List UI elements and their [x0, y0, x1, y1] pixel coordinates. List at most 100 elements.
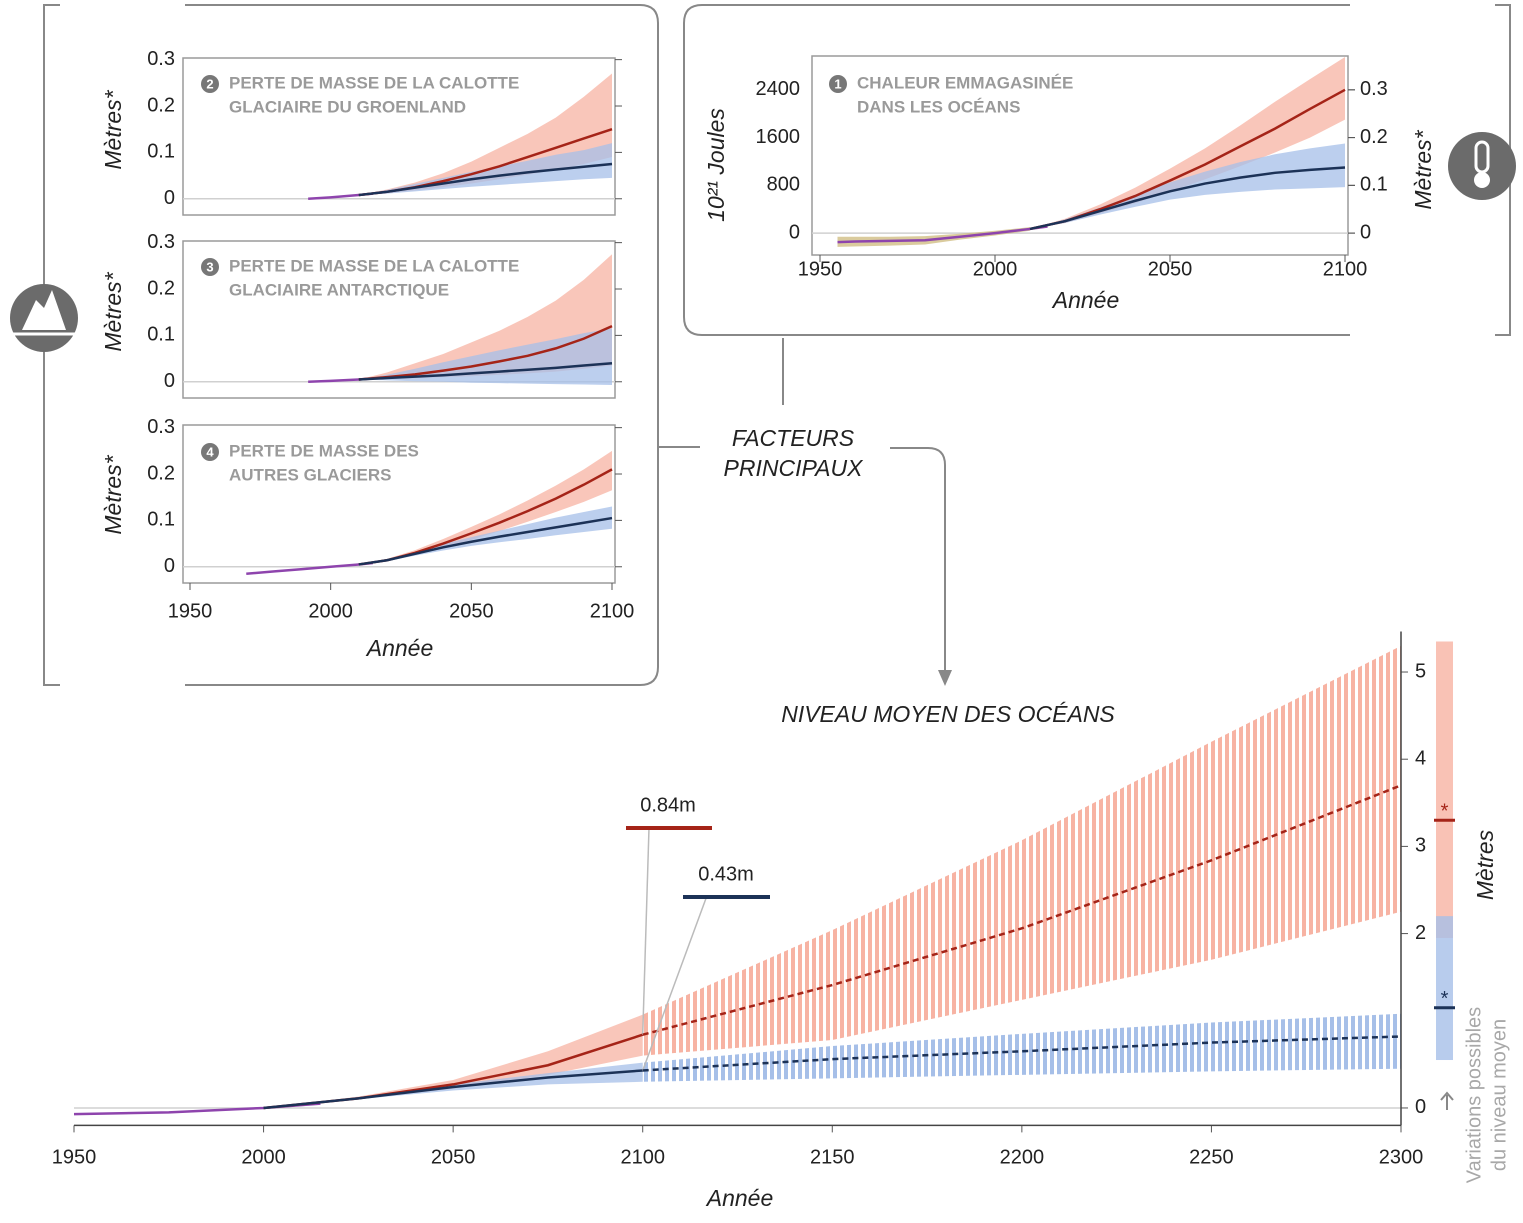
label-leader	[641, 827, 650, 1035]
connector-label: FACTEURS	[732, 425, 855, 451]
uncertainty-band	[1030, 56, 1345, 229]
panel-title: PERTE DE MASSE DE LA CALOTTE	[229, 73, 519, 92]
x-tick-label: 2000	[308, 600, 353, 622]
x-axis-label: Année	[1051, 287, 1120, 313]
uncertainty-band	[642, 1013, 1401, 1082]
panel-title: PERTE DE MASSE DES	[229, 441, 419, 460]
panel-title: DANS LES OCÉANS	[857, 97, 1020, 116]
y2-tick-label: 0.2	[1360, 126, 1388, 148]
range-note: Variations possibles	[1463, 1007, 1485, 1183]
y-tick-label: 0.2	[147, 94, 175, 116]
x-tick-label: 2100	[620, 1146, 665, 1168]
series-line	[642, 1035, 1402, 1072]
uncertainty-band	[358, 450, 612, 565]
range-note: du niveau moyen	[1488, 1019, 1510, 1171]
series-line	[358, 162, 613, 197]
value-label: 0.84m	[640, 794, 696, 816]
y-tick-label: 0	[164, 555, 175, 577]
x-tick-label: 2200	[1000, 1146, 1045, 1168]
x-tick-label: 2050	[449, 600, 494, 622]
uncertainty-band	[358, 328, 612, 386]
panel-title: CHALEUR EMMAGASINÉE	[857, 73, 1073, 92]
y-tick-label: 4	[1415, 747, 1426, 769]
x-tick-label: 2000	[973, 258, 1018, 280]
y-axis-label: Mètres	[1472, 829, 1498, 900]
series-line	[358, 324, 613, 381]
y-tick-label: 0.1	[147, 324, 175, 346]
x-tick-label: 2050	[1148, 258, 1193, 280]
median-mark: *	[1441, 801, 1449, 823]
series-line	[358, 516, 613, 566]
series-line	[263, 1069, 643, 1110]
range-bar	[1436, 641, 1453, 938]
panel-number: 4	[206, 444, 214, 459]
y-tick-label: 2	[1415, 922, 1426, 944]
arrow-head	[938, 670, 952, 686]
x-tick-label: 2150	[810, 1146, 855, 1168]
y-tick-label: 2400	[756, 78, 801, 100]
series-line	[1029, 166, 1346, 231]
y-tick-label: 0.3	[147, 231, 175, 253]
panel-title: GLACIAIRE ANTARCTIQUE	[229, 280, 449, 299]
x-tick-label: 1950	[798, 258, 843, 280]
panel-title: GLACIAIRE DU GROENLAND	[229, 97, 466, 116]
panel-number: 2	[206, 76, 213, 91]
panel-badge	[201, 258, 219, 276]
y-axis-label: Mètres*	[100, 454, 126, 534]
y-tick-label: 0.1	[147, 141, 175, 163]
y2-axis-label: Mètres*	[1410, 129, 1436, 209]
y-tick-label: 1600	[756, 126, 801, 148]
x-tick-label: 2000	[241, 1146, 286, 1168]
panel-number: 1	[834, 76, 841, 91]
panel-badge	[829, 75, 847, 93]
ice-icon	[10, 284, 78, 352]
median-mark: *	[1441, 988, 1449, 1010]
thermometer-icon	[1448, 132, 1516, 200]
x-tick-label: 2100	[590, 600, 635, 622]
connector-arrow	[890, 447, 946, 672]
uncertainty-band	[642, 645, 1401, 1056]
y-tick-label: 0.2	[147, 462, 175, 484]
y-tick-label: 0.3	[147, 416, 175, 438]
series-line	[642, 784, 1402, 1036]
panel-badge	[201, 75, 219, 93]
value-label: 0.43m	[698, 863, 754, 885]
y2-tick-label: 0	[1360, 221, 1371, 243]
note-arrow	[1440, 1091, 1454, 1110]
y-tick-label: 0.2	[147, 277, 175, 299]
y-tick-label: 0.3	[147, 48, 175, 70]
x-axis-label: Année	[365, 635, 434, 661]
y-tick-label: 0	[164, 187, 175, 209]
y-tick-label: 0.1	[147, 509, 175, 531]
chart-title: NIVEAU MOYEN DES OCÉANS	[781, 701, 1115, 727]
ocean-box	[683, 4, 1350, 336]
x-tick-label: 2300	[1379, 1146, 1424, 1168]
y-tick-label: 800	[767, 174, 800, 196]
y2-tick-label: 0.3	[1360, 78, 1388, 100]
panel-badge	[201, 443, 219, 461]
y-axis-label: 10²¹ Joules	[703, 108, 729, 222]
uncertainty-band	[263, 1014, 643, 1108]
y-tick-label: 5	[1415, 660, 1426, 682]
y-tick-label: 0	[1415, 1096, 1426, 1118]
y-tick-label: 0	[789, 221, 800, 243]
connector-label: PRINCIPAUX	[724, 455, 865, 481]
x-tick-label: 2100	[1323, 258, 1368, 280]
y-tick-label: 3	[1415, 835, 1426, 857]
series-line	[358, 361, 613, 381]
y2-tick-label: 0.1	[1360, 174, 1388, 196]
x-tick-label: 2250	[1189, 1146, 1234, 1168]
y-axis-label: Mètres*	[100, 271, 126, 351]
range-bar	[1436, 916, 1453, 1061]
x-axis-label: Année	[705, 1185, 774, 1211]
ice-box	[185, 4, 659, 686]
panel-title: AUTRES GLACIERS	[229, 465, 391, 484]
panel-title: PERTE DE MASSE DE LA CALOTTE	[229, 256, 519, 275]
y-axis-label: Mètres*	[100, 89, 126, 169]
series-line	[837, 225, 1048, 244]
x-tick-label: 2050	[431, 1146, 476, 1168]
y-tick-label: 0	[164, 370, 175, 392]
x-tick-label: 1950	[52, 1146, 97, 1168]
